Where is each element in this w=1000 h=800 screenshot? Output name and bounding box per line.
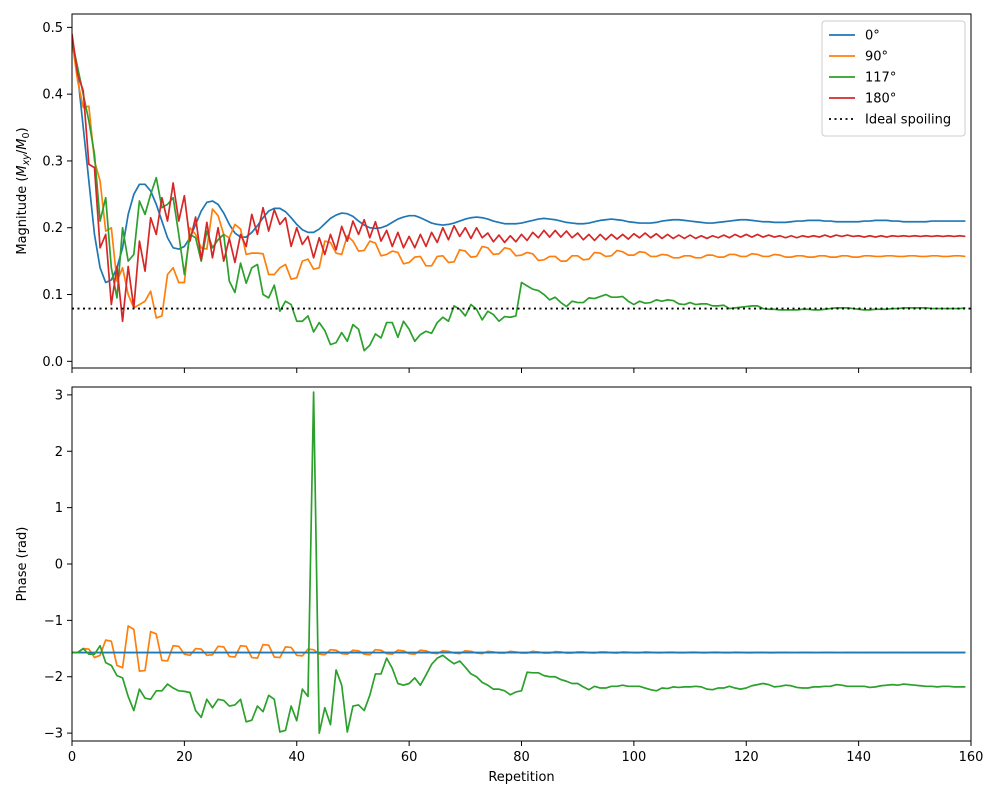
magnitude-panel: 0.0 0.1 0.2 0.3 0.4 0.5 Magnitude (Mxy/M0) 0° 90… bbox=[15, 13, 972, 373]
series-line-phase-3 bbox=[72, 391, 966, 734]
legend-label: 90° bbox=[865, 50, 888, 65]
y-tick-label: 0.5 bbox=[42, 21, 63, 36]
x-tick-label: 60 bbox=[401, 750, 418, 765]
legend-label: 117° bbox=[865, 71, 896, 86]
legend-box bbox=[821, 20, 966, 137]
x-tick-label: 140 bbox=[846, 750, 871, 765]
y-tick-label: 0.3 bbox=[42, 154, 63, 169]
y-tick-label: 2 bbox=[55, 445, 63, 460]
x-tick-label: 100 bbox=[621, 750, 646, 765]
y-tick-label: 0.4 bbox=[42, 88, 63, 103]
x-tick-label: 160 bbox=[959, 750, 984, 765]
series-line-magnitude-3 bbox=[72, 33, 966, 323]
x-axis-label: Repetition bbox=[488, 770, 554, 785]
series-line-phase-0 bbox=[72, 625, 966, 672]
series-line-magnitude-2 bbox=[72, 40, 966, 352]
x-tick-label: 0 bbox=[68, 750, 76, 765]
y-tick-label: 0 bbox=[55, 558, 63, 573]
legend: 0° 90° 117° 180° Ideal spoiling bbox=[821, 20, 966, 137]
phase-panel: 0 20 40 60 80 100 120 140 160 −3 −2 −1 0 1 2 3 Phase (ra… bbox=[15, 386, 984, 785]
y-tick-label: −1 bbox=[44, 614, 63, 629]
legend-label: Ideal spoiling bbox=[865, 113, 951, 128]
y-axis-label: Phase (rad) bbox=[15, 527, 30, 602]
y-tick-label: −3 bbox=[44, 727, 63, 742]
y-tick-label: 1 bbox=[55, 501, 63, 516]
y-tick-label: 3 bbox=[55, 388, 63, 403]
y-tick-label: 0.2 bbox=[42, 221, 63, 236]
plot-area bbox=[72, 391, 966, 734]
x-tick-label: 80 bbox=[513, 750, 530, 765]
series-line-magnitude-0 bbox=[72, 40, 966, 284]
y-axis-label: Magnitude (Mxy/M0) bbox=[15, 127, 32, 254]
series-line-magnitude-1 bbox=[72, 40, 966, 319]
y-tick-label: 0.1 bbox=[42, 288, 63, 303]
plot-area bbox=[72, 33, 971, 352]
x-tick-label: 20 bbox=[176, 750, 193, 765]
legend-label: 0° bbox=[865, 29, 880, 44]
x-tick-label: 40 bbox=[288, 750, 305, 765]
legend-label: 180° bbox=[865, 92, 896, 107]
y-tick-label: 0.0 bbox=[42, 355, 63, 370]
x-tick-label: 120 bbox=[734, 750, 759, 765]
y-tick-label: −2 bbox=[44, 670, 63, 685]
